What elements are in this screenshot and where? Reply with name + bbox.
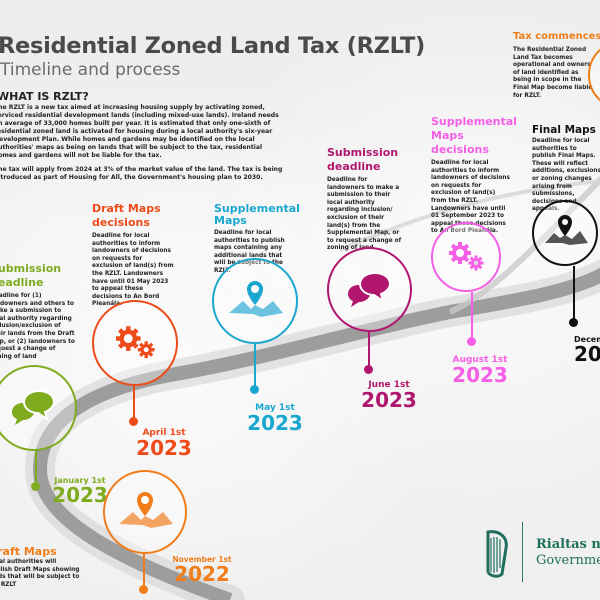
supplemental-maps-circle bbox=[212, 258, 298, 344]
milestone-description: Local authorities will publish Draft Map… bbox=[0, 559, 80, 588]
harp-logo-icon bbox=[486, 530, 508, 578]
milestone-title: Submission deadline bbox=[0, 262, 62, 289]
intro-paragraph-2: The tax will apply from 2024 at 3% of th… bbox=[0, 166, 283, 181]
milestone-title: Supplemental Maps decisions bbox=[431, 115, 517, 156]
draft-maps-stem bbox=[143, 554, 145, 588]
draft-maps-decisions-circle bbox=[92, 300, 178, 386]
milestone-draft-maps: Draft Maps Local authorities will publis… bbox=[0, 545, 83, 589]
milestone-submission-deadline-january: Submission deadline Deadline for (1) lan… bbox=[0, 262, 85, 361]
date-year: 2023 bbox=[247, 411, 303, 435]
supplemental-maps-dot bbox=[250, 385, 259, 394]
supplemental-maps-decisions-dot bbox=[467, 337, 476, 346]
submission-deadline-june-date: June 1st 2023 bbox=[359, 380, 419, 410]
date-label: August 1st bbox=[452, 355, 508, 365]
intro-text: The RZLT is a new tax aimed at increasin… bbox=[0, 104, 284, 188]
draft-maps-decisions-date: April 1st 2023 bbox=[134, 428, 194, 458]
draft-maps-circle bbox=[103, 470, 187, 554]
date-year: 2023 bbox=[361, 388, 417, 412]
chat-bubbles-icon bbox=[347, 271, 391, 307]
milestone-description: Deadline for landowners to make a submis… bbox=[327, 177, 402, 252]
submission-deadline-january-stem bbox=[35, 451, 37, 485]
milestone-submission-deadline-june: Submission deadline Deadline for landown… bbox=[327, 146, 417, 253]
draft-maps-dot bbox=[139, 585, 148, 594]
gov-name-english: Governmen bbox=[536, 553, 600, 568]
date-label: December bbox=[574, 335, 600, 344]
milestone-supplemental-maps-decisions: Supplemental Maps decisions Deadline for… bbox=[431, 115, 521, 236]
supplemental-maps-decisions-stem bbox=[471, 292, 473, 338]
milestone-title: Tax commences bbox=[513, 31, 600, 42]
gov-name-irish: Rialtas na h bbox=[536, 537, 600, 552]
milestone-title: Draft Maps decisions bbox=[92, 202, 161, 229]
date-label: May 1st bbox=[255, 403, 295, 413]
map-pin-icon bbox=[229, 281, 283, 317]
submission-deadline-june-circle bbox=[327, 247, 412, 332]
date-year: 2023 bbox=[452, 363, 508, 387]
date-year: 202 bbox=[574, 342, 600, 366]
milestone-tax-commences: Tax commences The Residential Zoned Land… bbox=[513, 30, 600, 100]
supplemental-maps-stem bbox=[254, 344, 256, 386]
final-maps-circle bbox=[532, 200, 598, 266]
submission-deadline-january-date: January 1st 2023 bbox=[50, 476, 110, 505]
supplemental-maps-decisions-date: August 1st 2023 bbox=[450, 355, 510, 385]
date-label: April 1st bbox=[142, 428, 186, 438]
page-title: Residential Zoned Land Tax (RZLT) bbox=[0, 33, 425, 59]
date-year: 2022 bbox=[174, 562, 230, 586]
milestone-title: Final Maps bbox=[532, 124, 596, 136]
intro-paragraph-1: The RZLT is a new tax aimed at increasin… bbox=[0, 104, 279, 159]
date-year: 2023 bbox=[136, 436, 192, 460]
logo-divider bbox=[522, 522, 523, 582]
final-maps-dot bbox=[569, 318, 578, 327]
draft-maps-decisions-stem bbox=[133, 386, 135, 420]
supplemental-maps-decisions-circle bbox=[431, 222, 501, 292]
final-maps-stem bbox=[573, 266, 575, 320]
milestone-title: Supplemental Maps bbox=[214, 202, 300, 227]
milestone-title: Submission deadline bbox=[327, 146, 399, 173]
supplemental-maps-date: May 1st 2023 bbox=[245, 403, 305, 433]
draft-maps-date: November 1st 2022 bbox=[172, 555, 232, 584]
date-label: June 1st bbox=[368, 380, 410, 390]
date-label: January 1st bbox=[54, 476, 106, 485]
milestone-description: Deadline for (1) landowners and others t… bbox=[0, 293, 75, 360]
milestone-draft-maps-decisions: Draft Maps decisions Deadline for local … bbox=[92, 202, 187, 309]
submission-deadline-january-dot bbox=[31, 482, 40, 491]
map-pin-icon bbox=[119, 492, 173, 528]
submission-deadline-june-dot bbox=[364, 365, 373, 374]
map-pin-icon bbox=[545, 215, 588, 245]
submission-deadline-june-stem bbox=[368, 332, 370, 367]
date-year: 2023 bbox=[52, 483, 108, 507]
milestone-description: The Residential Zoned Land Tax becomes o… bbox=[513, 47, 593, 99]
gears-icon bbox=[449, 242, 484, 271]
intro-heading: WHAT IS RZLT? bbox=[0, 90, 89, 103]
draft-maps-decisions-dot bbox=[129, 417, 138, 426]
gears-icon bbox=[116, 326, 155, 359]
submission-deadline-january-circle bbox=[0, 365, 77, 451]
date-label: November 1st bbox=[172, 555, 232, 564]
page-subtitle: Timeline and process bbox=[0, 60, 181, 80]
chat-bubbles-icon bbox=[12, 389, 56, 425]
milestone-description: Deadline for local authorities to inform… bbox=[92, 233, 174, 308]
milestone-title: Draft Maps bbox=[0, 545, 57, 558]
final-maps-date: December 202 bbox=[574, 335, 600, 364]
